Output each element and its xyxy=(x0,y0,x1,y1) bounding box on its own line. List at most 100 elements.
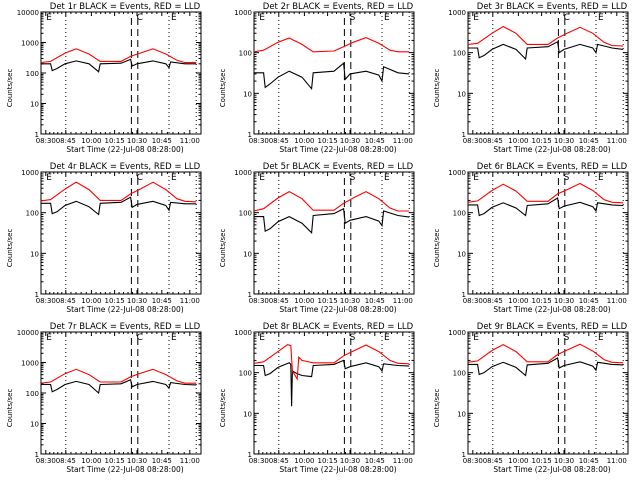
x-tick-label: 11:00 xyxy=(607,297,627,305)
x-tick-label: 08:45 xyxy=(269,137,289,145)
x-tick-label: 10:00 xyxy=(508,137,528,145)
panel-det-5: Det 5r BLACK = Events, RED = LLD 1 10 100 10… xyxy=(219,162,415,314)
series-line-lld xyxy=(253,343,410,381)
event-marker-e: E xyxy=(598,13,604,23)
y-tick-label: 10 xyxy=(243,250,252,258)
x-tick-label: 08:30 xyxy=(249,297,269,305)
x-tick-label: 10:45 xyxy=(579,137,599,145)
x-tick-label: 10:15 xyxy=(318,137,338,145)
event-marker-e: E xyxy=(171,13,177,23)
x-tick-label: 11:00 xyxy=(180,457,200,465)
y-tick-label: 100 xyxy=(239,210,252,218)
series-line-events xyxy=(468,357,624,377)
x-tick-label: 08:45 xyxy=(56,297,76,305)
x-tick-label: 11:00 xyxy=(393,297,413,305)
x-tick-label: 08:30 xyxy=(36,297,56,305)
x-tick-label: 10:45 xyxy=(152,297,172,305)
x-tick-label: 10:15 xyxy=(532,457,552,465)
x-tick-label: 08:45 xyxy=(269,297,289,305)
x-axis-label: Start Time (22-Jul-08 08:28:00) xyxy=(66,465,183,474)
y-tick-label: 1 xyxy=(462,451,466,459)
y-tick-label: 100 xyxy=(26,390,39,398)
event-marker-e: E xyxy=(171,333,177,343)
x-tick-label: 10:00 xyxy=(294,457,314,465)
x-axis-label: Start Time (22-Jul-08 08:28:00) xyxy=(279,145,396,154)
y-axis-label: Counts/sec xyxy=(219,229,227,268)
series-line-lld xyxy=(467,182,624,204)
x-tick-label: 10:00 xyxy=(508,457,528,465)
x-tick-label: 10:15 xyxy=(105,457,125,465)
x-tick-label: 10:00 xyxy=(294,137,314,145)
panel-det-3: Det 3r BLACK = Events, RED = LLD 1 10 100 10… xyxy=(433,2,629,154)
series-line-lld xyxy=(467,343,624,364)
plot-frame xyxy=(253,11,415,135)
y-tick-label: 10000 xyxy=(17,9,39,17)
panel-title: Det 2r BLACK = Events, RED = LLD xyxy=(263,2,414,12)
x-tick-label: 10:45 xyxy=(152,137,172,145)
y-tick-label: 1 xyxy=(248,451,252,459)
x-tick-label: 10:30 xyxy=(127,457,147,465)
event-marker-s: S xyxy=(350,173,356,183)
plot-frame xyxy=(253,331,415,455)
x-tick-label: 10:45 xyxy=(152,457,172,465)
x-tick-label: 10:15 xyxy=(532,137,552,145)
panel-det-4: Det 4r BLACK = Events, RED = LLD 1 10 100 10… xyxy=(6,162,202,314)
x-tick-label: 11:00 xyxy=(393,457,413,465)
x-tick-label: 10:00 xyxy=(81,137,101,145)
event-marker-c: C xyxy=(137,333,143,343)
x-tick-label: 10:00 xyxy=(81,457,101,465)
x-tick-label: 10:30 xyxy=(554,297,574,305)
y-tick-label: 10 xyxy=(457,250,466,258)
x-tick-label: 10:45 xyxy=(579,457,599,465)
y-axis-label: Counts/sec xyxy=(219,69,227,108)
plot-frame xyxy=(40,331,202,455)
y-axis-label: Counts/sec xyxy=(433,389,441,428)
x-tick-label: 10:30 xyxy=(554,137,574,145)
x-tick-label: 08:45 xyxy=(483,457,503,465)
y-axis-label: Counts/sec xyxy=(433,69,441,108)
plot-frame xyxy=(467,171,629,295)
y-tick-label: 1000 xyxy=(234,329,252,337)
x-tick-label: 08:45 xyxy=(483,297,503,305)
event-marker-s: S xyxy=(350,333,356,343)
x-tick-label: 10:30 xyxy=(340,297,360,305)
y-tick-label: 10 xyxy=(243,90,252,98)
y-tick-label: 10 xyxy=(30,421,39,429)
x-tick-label: 10:00 xyxy=(294,297,314,305)
series-line-lld xyxy=(40,48,197,64)
series-line-lld xyxy=(40,368,197,384)
x-tick-label: 10:00 xyxy=(81,297,101,305)
series-line-lld xyxy=(467,25,624,47)
y-tick-label: 1000 xyxy=(21,169,39,177)
y-tick-label: 100 xyxy=(239,370,252,378)
event-marker-s: S xyxy=(564,173,570,183)
y-tick-label: 1 xyxy=(35,451,39,459)
y-tick-label: 100 xyxy=(453,50,466,58)
event-marker-e: E xyxy=(384,333,390,343)
event-marker-e: E xyxy=(46,333,52,343)
y-tick-label: 100 xyxy=(453,210,466,218)
x-tick-label: 08:30 xyxy=(463,457,483,465)
x-axis-label: Start Time (22-Jul-08 08:28:00) xyxy=(279,465,396,474)
x-tick-label: 10:30 xyxy=(340,137,360,145)
y-tick-label: 100 xyxy=(26,70,39,78)
event-marker-e: E xyxy=(473,333,479,343)
y-axis-label: Counts/sec xyxy=(6,229,14,268)
x-tick-label: 10:30 xyxy=(554,457,574,465)
event-marker-s: S xyxy=(350,13,356,23)
panel-det-8: Det 8r BLACK = Events, RED = LLD 1 10 100 10… xyxy=(219,322,415,474)
event-marker-e: E xyxy=(171,173,177,183)
y-tick-label: 1000 xyxy=(21,40,39,48)
series-line-events xyxy=(41,196,197,216)
event-marker-c: C xyxy=(137,173,143,183)
event-marker-s: S xyxy=(564,333,570,343)
y-tick-label: 100 xyxy=(26,210,39,218)
event-marker-e: E xyxy=(46,173,52,183)
series-line-lld xyxy=(40,181,197,203)
y-axis-label: Counts/sec xyxy=(433,229,441,268)
x-tick-label: 11:00 xyxy=(607,457,627,465)
x-tick-label: 08:45 xyxy=(56,137,76,145)
x-tick-label: 11:00 xyxy=(393,137,413,145)
y-tick-label: 1 xyxy=(248,131,252,139)
